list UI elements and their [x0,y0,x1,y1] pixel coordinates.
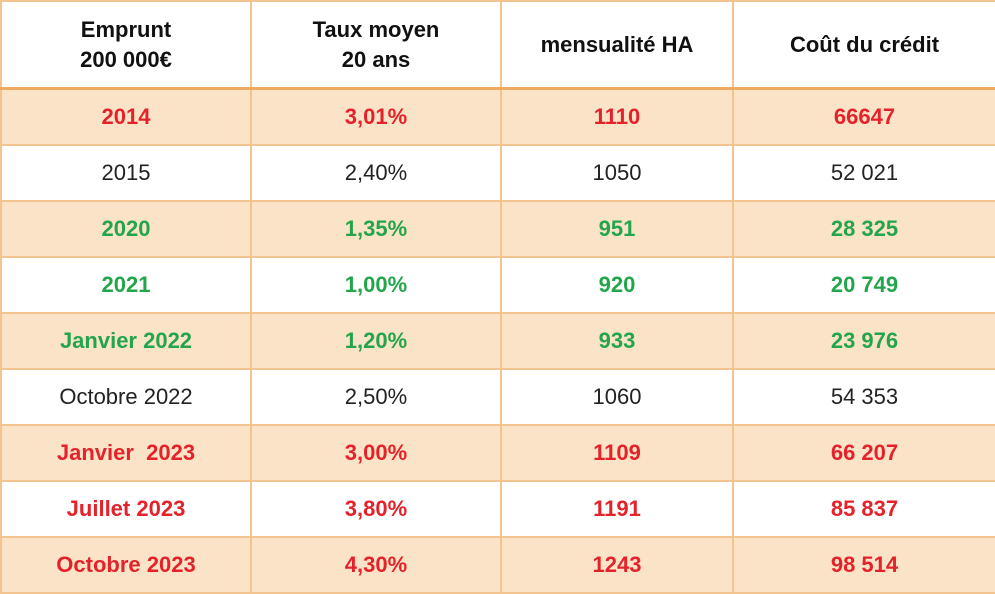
table-cell: 1,35% [250,200,502,258]
table-cell: Janvier 2022 [0,312,252,370]
table-cell: 2021 [0,256,252,314]
table-row: 2014 3,01% 1110 66647 [0,87,995,146]
header-row: Emprunt 200 000€ Taux moyen 20 ans mensualit… [0,0,995,90]
table-cell: Juillet 2023 [0,480,252,538]
table-row: Janvier 2022 1,20% 933 23 976 [0,312,995,370]
header-cell: Coût du crédit [732,0,995,90]
table-row: 2020 1,35% 951 28 325 [0,200,995,258]
header-cell: Emprunt 200 000€ [0,0,252,90]
table-cell: 1050 [500,144,734,202]
table-cell: 2,40% [250,144,502,202]
header-text: 200 000€ [80,46,172,72]
table-row: Juillet 2023 3,80% 1191 85 837 [0,480,995,538]
table-cell: 1110 [500,87,734,146]
table-row: Octobre 2022 2,50% 1060 54 353 [0,368,995,426]
header-cell: mensualité HA [500,0,734,90]
table-cell: 951 [500,200,734,258]
table-row: Octobre 2023 4,30% 1243 98 514 [0,536,995,594]
table-cell: 98 514 [732,536,995,594]
table-cell: 1,00% [250,256,502,314]
table-row: 2015 2,40% 1050 52 021 [0,144,995,202]
table-cell: 85 837 [732,480,995,538]
header-text: mensualité HA [540,31,694,57]
table-cell: Octobre 2023 [0,536,252,594]
table-row: Janvier 2023 3,00% 1109 66 207 [0,424,995,482]
table-cell: 28 325 [732,200,995,258]
table-cell: 2020 [0,200,252,258]
table-cell: 66647 [732,87,995,146]
table-cell: 1191 [500,480,734,538]
header-text: Taux moyen [312,16,440,42]
table-cell: 2,50% [250,368,502,426]
header-cell: Taux moyen 20 ans [250,0,502,90]
table-cell: 1060 [500,368,734,426]
table-cell: 4,30% [250,536,502,594]
table-cell: 66 207 [732,424,995,482]
table-cell: Octobre 2022 [0,368,252,426]
table-cell: 920 [500,256,734,314]
table-cell: 54 353 [732,368,995,426]
table-cell: 2015 [0,144,252,202]
table-cell: 52 021 [732,144,995,202]
table-cell: Janvier 2023 [0,424,252,482]
table-cell: 1243 [500,536,734,594]
table-cell: 1,20% [250,312,502,370]
header-text: Emprunt [80,16,172,42]
table-cell: 1109 [500,424,734,482]
header-text: Coût du crédit [789,31,940,57]
header-text: 20 ans [341,46,411,72]
table-cell: 3,00% [250,424,502,482]
table-row: 2021 1,00% 920 20 749 [0,256,995,314]
table-cell: 3,80% [250,480,502,538]
table-cell: 2014 [0,87,252,146]
table-cell: 933 [500,312,734,370]
table-cell: 23 976 [732,312,995,370]
table-cell: 20 749 [732,256,995,314]
table-cell: 3,01% [250,87,502,146]
